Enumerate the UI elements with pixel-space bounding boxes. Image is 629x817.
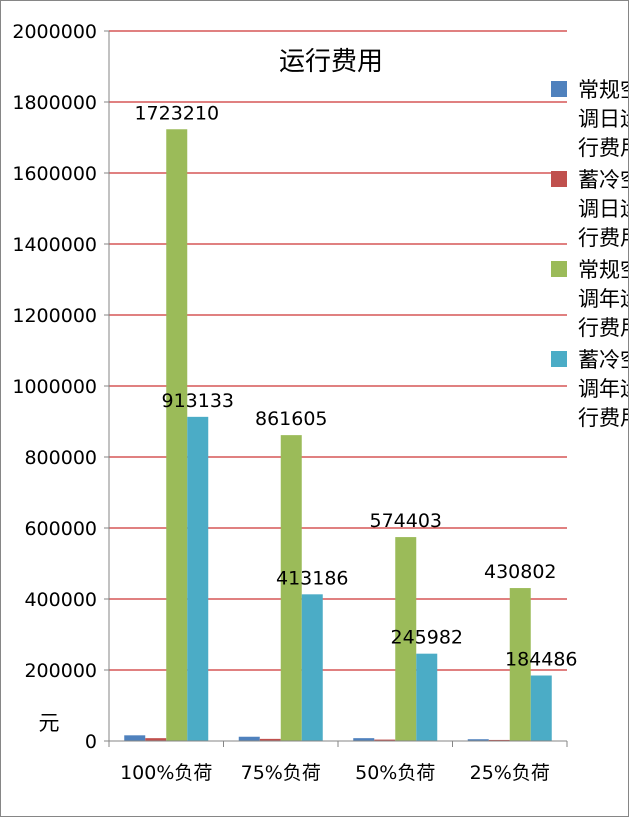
x-tick-label: 75%负荷 (241, 762, 321, 784)
bar (353, 738, 375, 741)
data-label: 861605 (255, 408, 328, 430)
bar (124, 735, 146, 741)
y-tick-label: 1400000 (12, 234, 97, 256)
legend-swatch (551, 171, 567, 187)
y-tick-label: 600000 (24, 518, 97, 540)
x-tick-label: 100%负荷 (120, 762, 212, 784)
bar (374, 739, 396, 741)
x-tick-label: 25%负荷 (470, 762, 550, 784)
bars (124, 129, 552, 742)
y-tick-label: 2000000 (12, 21, 97, 43)
bar (530, 675, 552, 741)
bar (145, 738, 167, 741)
bar (238, 736, 260, 741)
data-label: 413186 (276, 567, 349, 589)
y-tick-label: 800000 (24, 447, 97, 469)
bar (488, 739, 510, 741)
bar (416, 653, 438, 741)
legend-label: 常规空调年运行费用 (578, 258, 628, 340)
legend-swatch (551, 351, 567, 367)
legend-swatch (551, 81, 567, 97)
bar (301, 594, 323, 741)
legend: 常规空调日运行费用蓄冷空调日运行费用常规空调年运行费用蓄冷空调年运行费用 (551, 78, 628, 430)
y-tick-label: 1200000 (12, 305, 97, 327)
data-label: 184486 (505, 649, 578, 671)
x-tick-label: 50%负荷 (355, 762, 435, 784)
bar (395, 537, 417, 741)
bar (187, 416, 209, 741)
bar (467, 739, 489, 741)
data-label: 245982 (390, 627, 463, 649)
legend-label: 常规空调日运行费用 (578, 78, 628, 160)
y-tick-label: 1600000 (12, 163, 97, 185)
y-tick-label: 1000000 (12, 376, 97, 398)
bar (280, 435, 302, 741)
data-label: 574403 (369, 510, 442, 532)
data-label: 1723210 (134, 102, 219, 124)
y-axis-unit: 元 (39, 711, 60, 735)
y-tick-label: 200000 (24, 660, 97, 682)
bar (166, 129, 188, 742)
legend-label: 蓄冷空调日运行费用 (578, 168, 628, 250)
chart-title: 运行费用 (279, 47, 383, 77)
y-tick-label: 400000 (24, 589, 97, 611)
y-tick-label: 0 (85, 731, 97, 753)
data-label: 430802 (484, 561, 557, 583)
bar (259, 738, 281, 741)
legend-label: 蓄冷空调年运行费用 (578, 348, 628, 430)
axes: 0 200000 400000 600000 800000 1000000 1200000 1… (12, 21, 568, 784)
bar (509, 588, 531, 741)
data-label: 913133 (161, 390, 234, 412)
legend-swatch (551, 261, 567, 277)
data-labels: 1723210 861605 574403 430802 913133 413186 245… (134, 102, 577, 670)
y-tick-label: 1800000 (12, 92, 97, 114)
